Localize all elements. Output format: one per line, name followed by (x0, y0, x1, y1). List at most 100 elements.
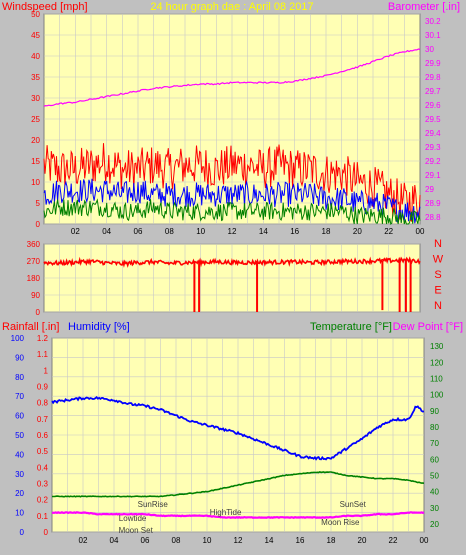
hour-tick-label: 06 (134, 227, 143, 236)
humidity-tick-label: 50 (15, 431, 24, 440)
direction-tick-label: 0 (36, 308, 41, 317)
rain-tick-label: 0.9 (37, 383, 49, 392)
humidity-tick-label: 80 (15, 373, 24, 382)
rain-tick-label: 0.3 (37, 480, 49, 489)
hour-tick-label: 02 (71, 227, 80, 236)
hour-tick-label: 10 (196, 227, 205, 236)
temp-tick-label: 70 (430, 439, 439, 448)
temp-tick-label: 40 (430, 488, 439, 497)
compass-letter: S (434, 269, 441, 281)
rain-tick-label: 1.2 (37, 334, 49, 343)
hour-tick-label: 08 (165, 227, 174, 236)
barometer-line (43, 48, 421, 107)
barometer-tick-label: 28.9 (425, 199, 441, 208)
hour-tick-label: 04 (110, 536, 119, 545)
humidity-tick-label: 70 (15, 392, 24, 401)
humidity-tick-label: 100 (11, 334, 25, 343)
barometer-tick-label: 29 (425, 185, 434, 194)
chart-title: 24 hour graph dae : April 08 2017 (150, 1, 313, 13)
wind-tick-label: 35 (31, 73, 40, 82)
annotation-label: Moon Rise (321, 518, 360, 527)
annotation-label: SunRise (138, 500, 169, 509)
wind-tick-label: 40 (31, 52, 40, 61)
barometer-tick-label: 29.9 (425, 59, 441, 68)
hour-tick-label: 18 (327, 536, 336, 545)
astro-annotations: SunRise Lowtide Moon Set HighTide SunSet Moon… (119, 500, 367, 535)
barometer-tick-label: 29.5 (425, 115, 441, 124)
wind-tick-label: 15 (31, 157, 40, 166)
temp-tick-label: 20 (430, 520, 439, 529)
hour-tick-label: 22 (389, 536, 398, 545)
hour-tick-label: 10 (203, 536, 212, 545)
temp-tick-label: 130 (430, 342, 444, 351)
wind-tick-label: 5 (36, 199, 41, 208)
humidity-axis-label: Humidity [%] (68, 321, 130, 333)
direction-line (43, 256, 421, 268)
hour-tick-label: 14 (259, 227, 268, 236)
wind-tick-label: 20 (31, 136, 40, 145)
direction-tick-label: 180 (27, 274, 41, 283)
barometer-tick-label: 29.8 (425, 73, 441, 82)
wind-axis-label: Windspeed [mph] (2, 1, 88, 13)
annotation-label: Lowtide (119, 514, 147, 523)
hour-tick-label: 00 (420, 536, 429, 545)
hour-tick-label: 22 (384, 227, 393, 236)
rain-tick-label: 0 (44, 528, 49, 537)
rain-tick-label: 1.1 (37, 350, 49, 359)
direction-tick-label: 360 (27, 240, 41, 249)
annotation-label: HighTide (210, 508, 242, 517)
direction-tick-label: 270 (27, 257, 41, 266)
direction-tick-label: 90 (31, 291, 40, 300)
wind-low-line (43, 198, 421, 225)
barometer-tick-label: 29.1 (425, 171, 441, 180)
humidity-tick-label: 0 (20, 528, 25, 537)
series-lines (43, 48, 425, 519)
rainfall-axis-label: Rainfall [.in] (2, 321, 59, 333)
wind-tick-label: 10 (31, 178, 40, 187)
barometer-tick-label: 30.1 (425, 31, 441, 40)
temp-tick-label: 30 (430, 504, 439, 513)
wind-tick-label: 25 (31, 115, 40, 124)
hour-tick-label: 18 (322, 227, 331, 236)
humidity-tick-label: 30 (15, 470, 24, 479)
hour-tick-label: 02 (79, 536, 88, 545)
hour-tick-label: 08 (172, 536, 181, 545)
wind-tick-label: 45 (31, 31, 40, 40)
annotation-label: Moon Set (119, 526, 154, 535)
barometer-tick-label: 29.3 (425, 143, 441, 152)
hour-tick-label: 06 (141, 536, 150, 545)
temp-tick-label: 50 (430, 471, 439, 480)
temp-tick-label: 80 (430, 423, 439, 432)
humidity-tick-label: 90 (15, 353, 24, 362)
hour-tick-label: 14 (265, 536, 274, 545)
hour-tick-label: 12 (228, 227, 237, 236)
temp-tick-label: 90 (430, 407, 439, 416)
hour-tick-label: 04 (102, 227, 111, 236)
rain-tick-label: 0.5 (37, 447, 49, 456)
barometer-tick-label: 30.2 (425, 17, 441, 26)
wind-avg-line (43, 178, 421, 224)
temp-tick-label: 100 (430, 391, 444, 400)
hour-tick-label: 16 (290, 227, 299, 236)
compass-letter: N (434, 238, 442, 250)
axis-ticks: 0510152025303540455028.828.92929.129.229… (11, 10, 444, 545)
dewpoint-line (51, 511, 425, 519)
hour-tick-label: 12 (234, 536, 243, 545)
wind-tick-label: 50 (31, 10, 40, 19)
barometer-tick-label: 29.7 (425, 87, 441, 96)
humidity-line (51, 395, 425, 461)
annotation-label: SunSet (340, 500, 367, 509)
wind-tick-label: 30 (31, 94, 40, 103)
barometer-axis-label: Barometer [.in] (388, 1, 460, 13)
hour-tick-label: 00 (416, 227, 425, 236)
humidity-tick-label: 40 (15, 450, 24, 459)
rain-tick-label: 0.2 (37, 496, 49, 505)
temp-tick-label: 120 (430, 358, 444, 367)
rain-tick-label: 0.6 (37, 431, 49, 440)
rain-tick-label: 1 (44, 366, 49, 375)
barometer-tick-label: 28.8 (425, 213, 441, 222)
compass-letter: E (434, 285, 441, 297)
